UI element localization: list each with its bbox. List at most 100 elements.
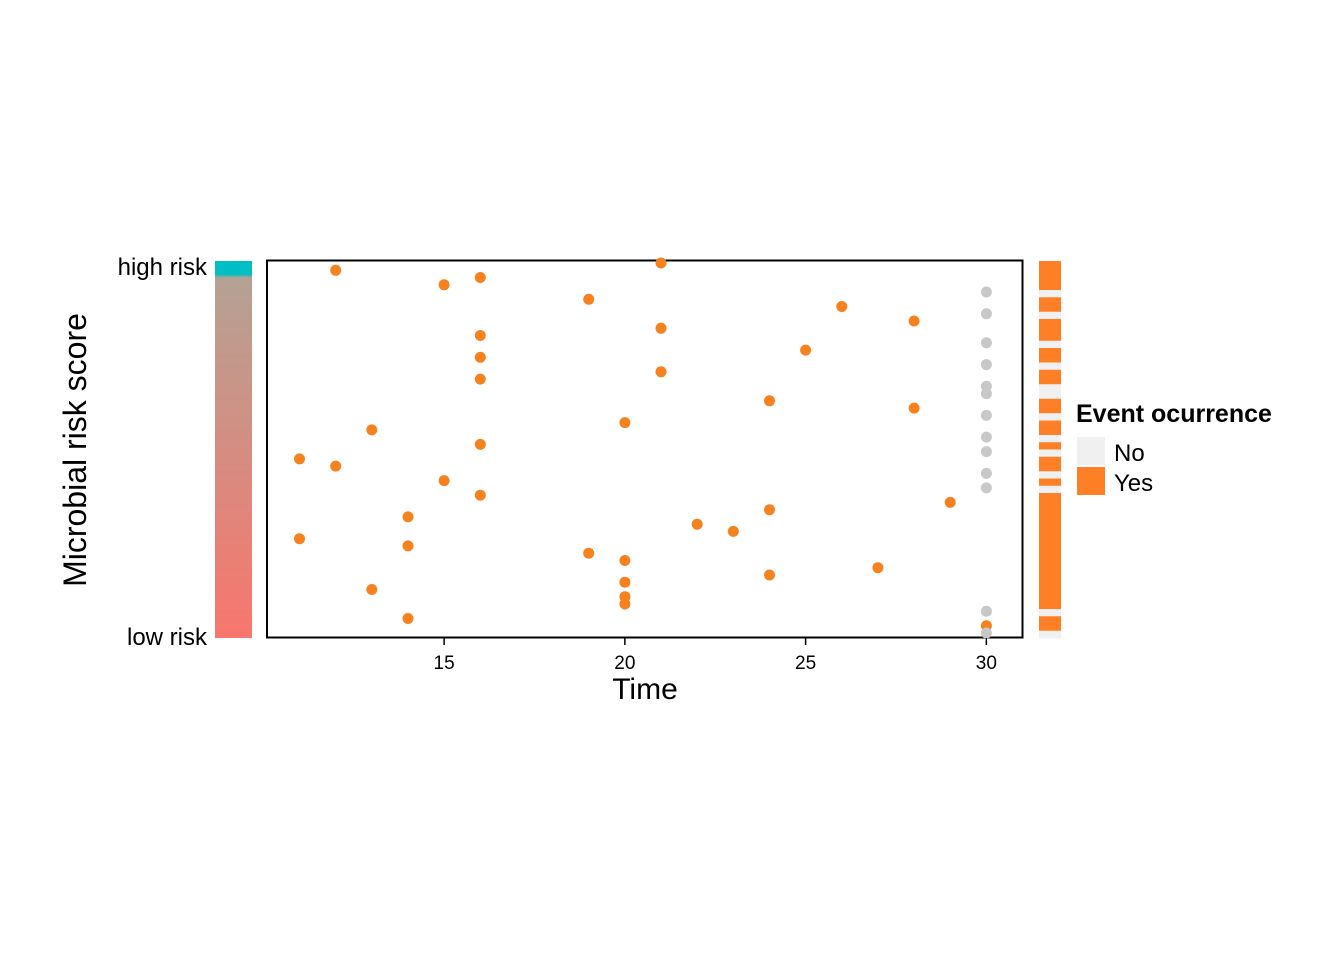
- strip-cell-yes: [1039, 507, 1061, 516]
- strip-cell-no: [1039, 609, 1061, 617]
- strip-cell-yes: [1039, 326, 1061, 334]
- event-point: [619, 576, 631, 588]
- event-point: [908, 315, 920, 327]
- event-strip: [1039, 261, 1061, 639]
- strip-cell-no: [1039, 449, 1061, 458]
- strip-cell-yes: [1039, 514, 1061, 523]
- strip-cell-yes: [1039, 522, 1061, 530]
- event-point: [474, 351, 486, 363]
- event-point: [294, 533, 305, 545]
- x-tick-label: 20: [614, 653, 635, 674]
- x-tick-label: 15: [434, 653, 455, 674]
- strip-cell-yes: [1039, 420, 1061, 429]
- strip-cell-yes: [1039, 268, 1061, 276]
- strip-cell-yes: [1039, 427, 1061, 436]
- legend-label-no: No: [1114, 440, 1145, 467]
- censored-point: [980, 482, 992, 494]
- censored-point: [980, 409, 992, 421]
- strip-cell-yes: [1039, 442, 1061, 450]
- event-point: [474, 330, 486, 341]
- strip-cell-no: [1039, 340, 1061, 349]
- censored-point: [980, 446, 992, 458]
- event-point: [402, 613, 414, 624]
- legend-title: Event ocurrence: [1076, 400, 1272, 428]
- strip-cell-yes: [1039, 369, 1061, 378]
- strip-cell-yes: [1039, 348, 1061, 356]
- event-point: [402, 511, 414, 523]
- x-axis-title: Time: [612, 673, 678, 706]
- censored-point: [980, 388, 992, 400]
- event-point: [872, 562, 884, 574]
- strip-cell-yes: [1039, 319, 1061, 327]
- strip-cell-yes: [1039, 275, 1061, 284]
- plot-panel: [266, 259, 1024, 639]
- event-point: [474, 489, 486, 501]
- event-point: [402, 540, 414, 552]
- strip-cell-yes: [1039, 500, 1061, 508]
- event-point: [908, 402, 920, 414]
- strip-cell-no: [1039, 391, 1061, 400]
- strip-cell-yes: [1039, 456, 1061, 465]
- event-point: [330, 264, 342, 276]
- censored-point: [980, 467, 992, 479]
- legend-label-yes: Yes: [1114, 470, 1153, 497]
- strip-cell-yes: [1039, 616, 1061, 624]
- strip-cell-yes: [1039, 398, 1061, 407]
- legend-swatch-yes: [1077, 467, 1105, 495]
- strip-cell-no: [1039, 384, 1061, 392]
- event-point: [764, 569, 775, 581]
- x-axis-ticks: 15 20 25 30: [434, 638, 997, 674]
- x-tick-label: 30: [976, 653, 997, 674]
- event-point: [764, 504, 775, 516]
- legend: Event ocurrence No Yes: [1076, 400, 1272, 497]
- event-point: [583, 293, 595, 305]
- event-point: [836, 301, 848, 312]
- strip-cell-yes: [1039, 623, 1061, 632]
- strip-cell-yes: [1039, 587, 1061, 595]
- legend-swatch-no: [1077, 437, 1105, 465]
- event-point: [800, 344, 812, 356]
- strip-cell-yes: [1039, 355, 1061, 363]
- strip-cell-yes: [1039, 551, 1061, 559]
- strip-cell-yes: [1039, 406, 1061, 414]
- strip-cell-yes: [1039, 464, 1061, 472]
- strip-cell-no: [1039, 290, 1061, 298]
- strip-cell-no: [1039, 630, 1061, 639]
- risk-gradient-bar: [215, 261, 252, 638]
- strip-cell-yes: [1039, 493, 1061, 501]
- censored-point: [980, 337, 992, 349]
- event-point: [366, 584, 378, 595]
- strip-cell-yes: [1039, 304, 1061, 313]
- event-point: [438, 475, 450, 487]
- strip-cell-yes: [1039, 580, 1061, 588]
- event-point: [474, 438, 486, 450]
- event-point: [474, 373, 486, 385]
- strip-cell-yes: [1039, 333, 1061, 342]
- strip-cell-yes: [1039, 565, 1061, 574]
- event-point: [727, 525, 739, 537]
- censored-point: [980, 627, 992, 639]
- strip-cell-yes: [1039, 558, 1061, 566]
- event-point: [619, 417, 631, 429]
- event-point: [655, 322, 667, 334]
- strip-cell-no: [1039, 435, 1061, 443]
- strip-cell-yes: [1039, 377, 1061, 385]
- censored-point: [980, 359, 992, 371]
- strip-cell-yes: [1039, 297, 1061, 305]
- strip-cell-no: [1039, 362, 1061, 371]
- points-layer: [294, 257, 992, 639]
- event-point: [691, 518, 703, 530]
- strip-cell-yes: [1039, 536, 1061, 545]
- strip-cell-yes: [1039, 601, 1061, 610]
- strip-cell-no: [1039, 485, 1061, 494]
- event-point: [474, 272, 486, 283]
- strip-cell-yes: [1039, 478, 1061, 487]
- strip-cell-no: [1039, 471, 1061, 479]
- strip-cell-yes: [1039, 572, 1061, 581]
- event-point: [330, 460, 342, 472]
- strip-cell-yes: [1039, 282, 1061, 291]
- event-point: [764, 395, 775, 407]
- strip-cell-yes: [1039, 529, 1061, 537]
- event-point: [294, 453, 305, 465]
- low-risk-label: low risk: [127, 624, 208, 651]
